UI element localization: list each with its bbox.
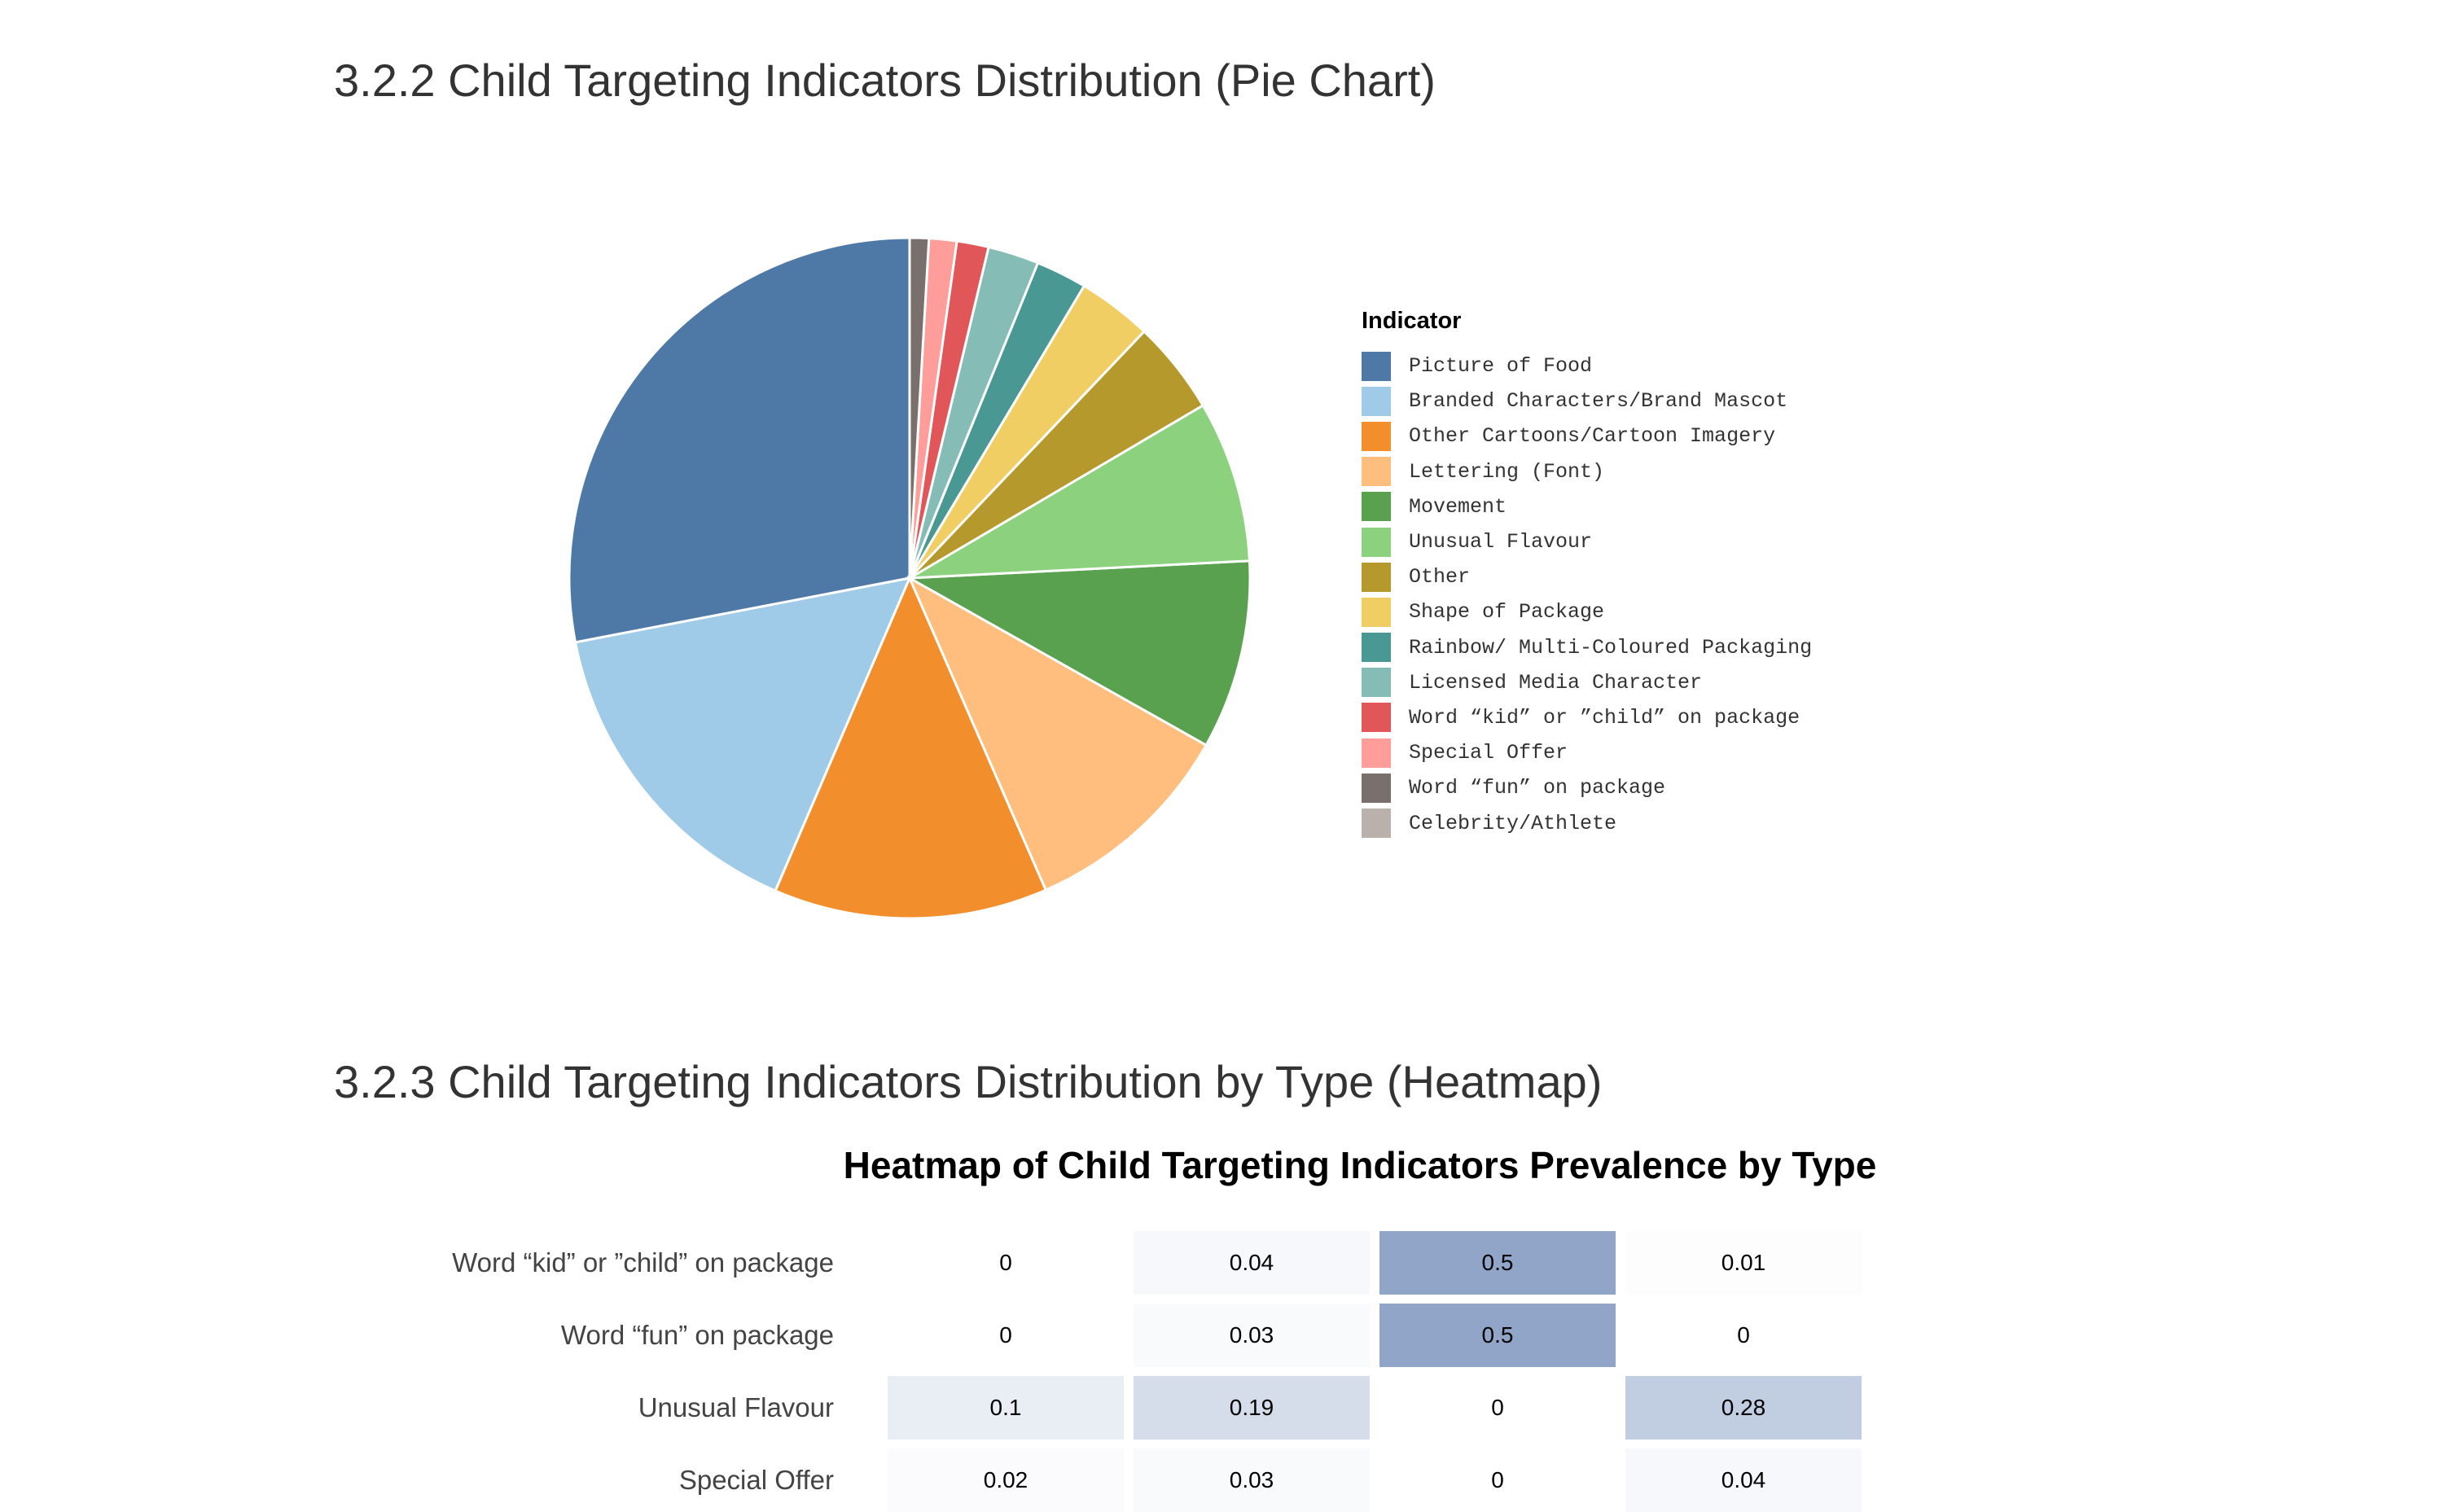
legend-item[interactable]: Word “kid” or ”child” on package — [1362, 700, 1812, 735]
pie-slice-4 — [905, 559, 1252, 747]
legend-swatch — [1362, 809, 1391, 839]
legend-label: Word “kid” or ”child” on package — [1409, 705, 1800, 730]
legend-label: Movement — [1409, 494, 1507, 519]
heatmap-cell: 0.19 — [1134, 1376, 1370, 1440]
legend-item[interactable]: Picture of Food — [1362, 348, 1812, 383]
legend-item[interactable]: Licensed Media Character — [1362, 665, 1812, 700]
heatmap-cell: 0.28 — [1625, 1376, 1862, 1440]
pie-slice-0 — [568, 236, 911, 644]
pie-slice-2 — [774, 575, 1048, 920]
legend-swatch — [1362, 457, 1391, 487]
heatmap-cell: 0.04 — [1625, 1448, 1862, 1512]
legend-swatch — [1362, 351, 1391, 381]
legend-swatch — [1362, 527, 1391, 557]
heatmap-cell: 0.04 — [1134, 1231, 1370, 1295]
heatmap-title: Heatmap of Child Targeting Indicators Pr… — [843, 1144, 1877, 1186]
legend-swatch — [1362, 492, 1391, 522]
legend-item[interactable]: Other Cartoons/Cartoon Imagery — [1362, 419, 1812, 454]
pie-chart — [568, 236, 1252, 920]
legend-item[interactable]: Movement — [1362, 489, 1812, 524]
heatmap-cell: 0.03 — [1134, 1448, 1370, 1512]
legend-swatch — [1362, 668, 1391, 698]
heatmap-cell: 0.5 — [1379, 1304, 1616, 1367]
heatmap-cell: 0 — [888, 1304, 1124, 1367]
legend-swatch — [1362, 703, 1391, 733]
legend-swatch — [1362, 773, 1391, 803]
legend-item[interactable]: Word “fun” on package — [1362, 770, 1812, 805]
legend-title: Indicator — [1362, 308, 1462, 334]
legend-item[interactable]: Unusual Flavour — [1362, 524, 1812, 559]
heatmap-row-label: Special Offer — [678, 1465, 834, 1495]
heatmap-cell: 0 — [1625, 1304, 1862, 1367]
legend-label: Picture of Food — [1409, 354, 1593, 379]
legend-label: Licensed Media Character — [1409, 670, 1703, 695]
heatmap-cell: 0 — [888, 1231, 1124, 1295]
legend-swatch — [1362, 421, 1391, 451]
legend-item[interactable]: Other — [1362, 559, 1812, 594]
legend-swatch — [1362, 597, 1391, 627]
heatmap-cell: 0.02 — [888, 1448, 1124, 1512]
legend-label: Special Offer — [1409, 741, 1568, 765]
legend-item[interactable]: Branded Characters/Brand Mascot — [1362, 383, 1812, 419]
legend-label: Word “fun” on package — [1409, 776, 1666, 800]
legend-swatch — [1362, 633, 1391, 663]
legend-swatch — [1362, 562, 1391, 592]
heatmap-cell: 0.1 — [888, 1376, 1124, 1440]
legend-item[interactable]: Shape of Package — [1362, 594, 1812, 629]
pie-section-title: 3.2.2 Child Targeting Indicators Distrib… — [334, 55, 1436, 106]
heatmap-cell: 0.5 — [1379, 1231, 1616, 1295]
legend-label: Branded Characters/Brand Mascot — [1409, 389, 1788, 414]
heatmap-cell: 0.03 — [1134, 1304, 1370, 1367]
heatmap-row-label: Word “kid” or ”child” on package — [452, 1247, 834, 1278]
legend-swatch — [1362, 386, 1391, 416]
heatmap-cell: 0 — [1379, 1448, 1616, 1512]
heatmap-cell: 0.01 — [1625, 1231, 1862, 1295]
heatmap-row-label: Unusual Flavour — [638, 1392, 834, 1422]
legend-item[interactable]: Special Offer — [1362, 735, 1812, 770]
heatmap-row-label: Word “fun” on package — [560, 1320, 834, 1350]
pie-slice-5 — [909, 403, 1252, 580]
heatmap-section-title: 3.2.3 Child Targeting Indicators Distrib… — [334, 1056, 1603, 1107]
legend-label: Unusual Flavour — [1409, 530, 1593, 554]
legend-item[interactable]: Rainbow/ Multi-Coloured Packaging — [1362, 630, 1812, 665]
legend-label: Other Cartoons/Cartoon Imagery — [1409, 424, 1776, 449]
pie-slice-12 — [908, 236, 931, 579]
pie-legend: Indicator Picture of Food Branded Charact… — [1362, 306, 1812, 841]
legend-item[interactable]: Lettering (Font) — [1362, 454, 1812, 489]
pie-slice-3 — [906, 575, 1208, 892]
legend-label: Celebrity/Athlete — [1409, 811, 1617, 835]
pie-slice-1 — [573, 576, 912, 893]
legend-label: Lettering (Font) — [1409, 459, 1605, 484]
heatmap-cell: 0 — [1379, 1376, 1616, 1440]
legend-swatch — [1362, 738, 1391, 768]
legend-label: Shape of Package — [1409, 600, 1605, 625]
legend-label: Rainbow/ Multi-Coloured Packaging — [1409, 635, 1813, 660]
legend-label: Other — [1409, 565, 1471, 589]
legend-item[interactable]: Celebrity/Athlete — [1362, 805, 1812, 840]
